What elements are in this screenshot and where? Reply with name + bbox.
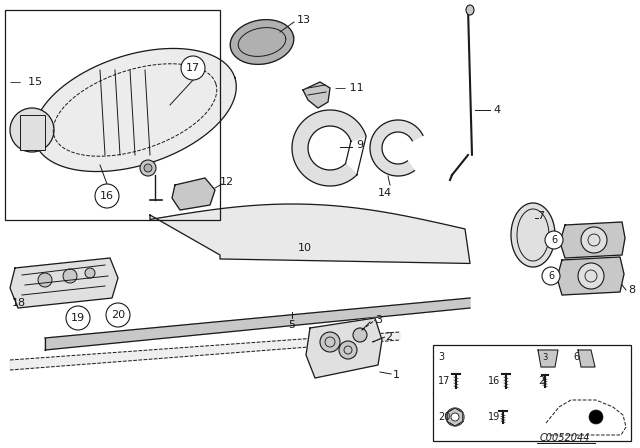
Text: 6: 6 bbox=[573, 352, 579, 362]
Polygon shape bbox=[306, 318, 382, 378]
Circle shape bbox=[589, 410, 603, 424]
Circle shape bbox=[353, 328, 367, 342]
Text: 16: 16 bbox=[488, 376, 500, 386]
Text: 18: 18 bbox=[12, 298, 26, 308]
Circle shape bbox=[63, 269, 77, 283]
Text: 1: 1 bbox=[393, 370, 400, 380]
Text: 6: 6 bbox=[548, 271, 554, 281]
Circle shape bbox=[38, 273, 52, 287]
Text: 3: 3 bbox=[438, 352, 444, 362]
Bar bbox=[20, 115, 45, 150]
Text: 20: 20 bbox=[111, 310, 125, 320]
Circle shape bbox=[85, 268, 95, 278]
Text: 5: 5 bbox=[289, 320, 296, 330]
Polygon shape bbox=[45, 298, 470, 350]
Text: 4: 4 bbox=[493, 105, 500, 115]
Text: 9: 9 bbox=[356, 140, 363, 150]
Polygon shape bbox=[511, 203, 555, 267]
Polygon shape bbox=[303, 82, 330, 108]
Text: 10: 10 bbox=[298, 243, 312, 253]
Circle shape bbox=[10, 108, 54, 152]
Text: 14: 14 bbox=[378, 188, 392, 198]
Text: — 11: — 11 bbox=[335, 83, 364, 93]
Polygon shape bbox=[447, 408, 463, 426]
Circle shape bbox=[144, 164, 152, 172]
Text: 19: 19 bbox=[488, 412, 500, 422]
Text: 12: 12 bbox=[220, 177, 234, 187]
Polygon shape bbox=[557, 257, 624, 295]
Text: 13: 13 bbox=[297, 15, 311, 25]
Polygon shape bbox=[560, 222, 625, 258]
Text: 8: 8 bbox=[628, 285, 635, 295]
Text: 7: 7 bbox=[537, 211, 544, 221]
Circle shape bbox=[446, 408, 464, 426]
Polygon shape bbox=[150, 204, 470, 263]
Polygon shape bbox=[578, 350, 595, 367]
Polygon shape bbox=[34, 48, 236, 172]
Text: 20: 20 bbox=[438, 412, 451, 422]
Bar bbox=[433, 345, 631, 441]
Polygon shape bbox=[10, 258, 118, 308]
Polygon shape bbox=[538, 350, 558, 367]
Polygon shape bbox=[292, 110, 366, 186]
Circle shape bbox=[542, 267, 560, 285]
Text: 16: 16 bbox=[100, 191, 114, 201]
Text: 17: 17 bbox=[186, 63, 200, 73]
Polygon shape bbox=[172, 178, 215, 210]
Text: 3: 3 bbox=[542, 353, 548, 362]
Circle shape bbox=[320, 332, 340, 352]
Text: 2: 2 bbox=[385, 332, 392, 342]
Polygon shape bbox=[10, 332, 400, 370]
Circle shape bbox=[181, 56, 205, 80]
Circle shape bbox=[140, 160, 156, 176]
Text: 3: 3 bbox=[375, 315, 382, 325]
Text: 6: 6 bbox=[551, 235, 557, 245]
Circle shape bbox=[545, 231, 563, 249]
Text: C0052044: C0052044 bbox=[540, 433, 590, 443]
Ellipse shape bbox=[466, 5, 474, 15]
Circle shape bbox=[106, 303, 130, 327]
Text: 2: 2 bbox=[538, 376, 544, 386]
Text: 17: 17 bbox=[438, 376, 451, 386]
Circle shape bbox=[339, 341, 357, 359]
Text: —  15: — 15 bbox=[10, 77, 42, 87]
Text: 19: 19 bbox=[71, 313, 85, 323]
Bar bbox=[5, 10, 220, 220]
Circle shape bbox=[578, 263, 604, 289]
Circle shape bbox=[451, 413, 459, 421]
Circle shape bbox=[581, 227, 607, 253]
Circle shape bbox=[95, 184, 119, 208]
Polygon shape bbox=[370, 120, 423, 176]
Polygon shape bbox=[230, 20, 294, 65]
Circle shape bbox=[66, 306, 90, 330]
